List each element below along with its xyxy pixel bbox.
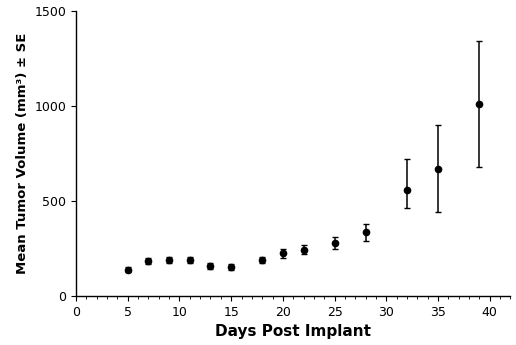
X-axis label: Days Post Implant: Days Post Implant <box>215 324 371 339</box>
Y-axis label: Mean Tumor Volume (mm³) ± SE: Mean Tumor Volume (mm³) ± SE <box>16 33 29 274</box>
